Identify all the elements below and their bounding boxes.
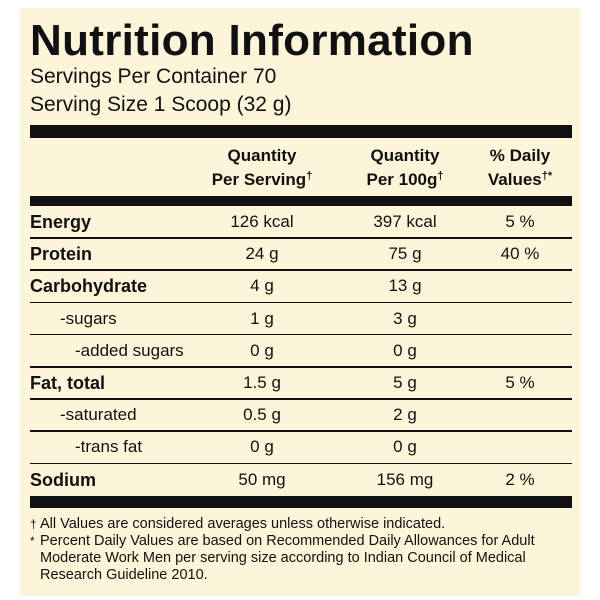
row-divider (30, 301, 572, 304)
row-value: 0 g (393, 437, 417, 457)
label-panel: Nutrition Information Servings Per Conta… (20, 8, 580, 596)
row-divider (30, 366, 572, 368)
row-value: 0.5 g (243, 405, 281, 425)
row-value: 3 g (393, 308, 417, 328)
row-divider (30, 398, 572, 400)
row-value: 24 g (245, 244, 279, 264)
row-name: Sodium (30, 469, 96, 490)
row-divider (30, 430, 572, 432)
footnote-text: All Values are considered averages unles… (40, 516, 446, 532)
footnote-symbol: * (30, 534, 35, 548)
row-value: 2 g (393, 405, 417, 425)
row-value: 40 % (500, 244, 540, 264)
header-line2: Per Serving† (182, 166, 342, 190)
row-name: Energy (30, 212, 92, 232)
row-divider (30, 237, 572, 239)
header-line2-text: Per 100g (366, 170, 438, 189)
divider-bar (30, 196, 572, 206)
divider-bar (30, 125, 572, 138)
row-name: -saturated (60, 405, 137, 425)
footnote: † All Values are considered averages unle… (30, 516, 570, 533)
row-value: 2 % (505, 469, 535, 489)
row-value: 5 g (393, 373, 417, 392)
row-value: 0 g (250, 437, 274, 457)
row-value: 1.5 g (243, 373, 281, 392)
row-divider (30, 333, 572, 336)
row-name: Carbohydrate (30, 276, 148, 297)
title: Nutrition Information (30, 16, 474, 65)
row-value: 0 g (393, 340, 417, 360)
row-name: Protein (30, 244, 93, 265)
header-line2: Values†* (440, 166, 600, 190)
row-name: Fat, total (30, 373, 105, 393)
row-name: -sugars (60, 308, 117, 328)
row-value: 156 mg (376, 469, 434, 489)
header-line1: Quantity (370, 146, 440, 165)
row-name: -trans fat (75, 437, 143, 457)
divider-bar (30, 496, 572, 508)
header-line2: Per 100g† (325, 166, 485, 190)
row-value: 1 g (250, 308, 274, 328)
column-header: Quantity Per 100g† (325, 145, 485, 190)
header-line2-text: Per Serving (211, 170, 307, 189)
header-mark: †* (541, 170, 553, 182)
footnote-symbol: † (30, 517, 37, 531)
header-line2-text: Values (487, 170, 542, 189)
row-value: 126 kcal (230, 212, 294, 231)
row-value: 4 g (250, 276, 274, 296)
row-divider (30, 462, 572, 465)
row-value: 0 g (250, 340, 274, 360)
row-value: 75 g (388, 244, 422, 264)
row-value: 5 % (505, 212, 535, 231)
column-header: % Daily Values†* (440, 145, 600, 190)
row-name: -added sugars (75, 340, 184, 360)
row-value: 5 % (505, 373, 535, 392)
footnotes: † All Values are considered averages unle… (30, 516, 570, 584)
header-line1: % Daily (489, 146, 551, 165)
header-mark: † (437, 170, 444, 182)
footnote-text: Percent Daily Values are based on Recomm… (40, 533, 535, 583)
header-mark: † (306, 170, 313, 182)
row-value: 397 kcal (373, 212, 437, 231)
row-divider (30, 269, 572, 271)
footnote: * Percent Daily Values are based on Recom… (30, 533, 570, 584)
header-line1: Quantity (227, 146, 297, 165)
serving-size: Serving Size 1 Scoop (32 g) (30, 93, 292, 116)
servings: Servings Per Container 70 (30, 65, 277, 88)
row-value: 50 mg (238, 469, 286, 489)
row-value: 13 g (388, 276, 422, 296)
column-header: Quantity Per Serving† (182, 145, 342, 190)
